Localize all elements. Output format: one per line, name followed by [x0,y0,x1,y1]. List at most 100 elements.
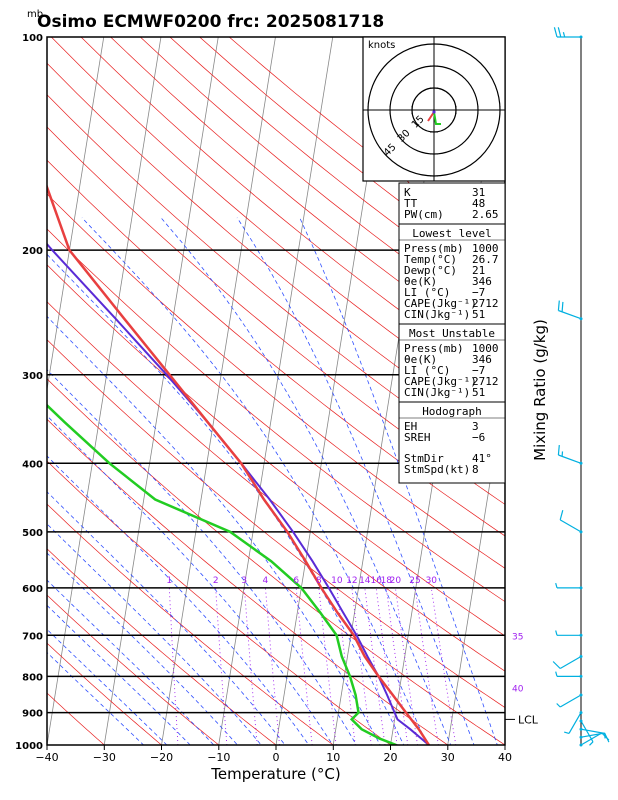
dry-adiabat-line [47,159,505,537]
index-value: 26.7 [472,253,499,266]
barb-base [579,693,583,697]
index-value: 31 [472,186,485,199]
mixing-ratio-label: 8 [316,576,322,586]
index-label: CIN(Jkg⁻¹) [404,386,470,399]
index-value: 51 [472,308,485,321]
parcel-profile [47,242,430,745]
dry-adiabat-line [47,642,163,745]
barb-flag [555,630,558,636]
isotherm-line [47,37,105,392]
barb-base [579,317,583,321]
index-value: 2712 [472,297,499,310]
pressure-tick-label: 600 [22,584,43,595]
moist-adiabat-line [47,369,357,745]
index-value: 21 [472,264,485,277]
moist-adiabat-line [47,523,262,745]
x-tick-label: 0 [273,751,280,764]
pressure-tick-label: 900 [22,709,43,720]
barb-flag [589,741,594,746]
mixing-ratio-line [318,587,337,745]
panel-section-header: Hodograph [422,405,482,418]
mixing-ratio-label: 18 [381,576,393,586]
barb-base [579,711,583,715]
dry-adiabat-line [47,62,505,445]
isotherm-line [161,37,276,745]
barb-flag [559,510,564,521]
x-tick-label: −30 [93,751,116,764]
mixing-ratio-line [430,587,457,745]
index-label: Press(mb) [404,342,464,355]
dry-adiabat-line [47,418,449,745]
dry-adiabat-line [47,264,505,637]
index-label: CIN(Jkg⁻¹) [404,308,470,321]
mixing-ratio-line [385,587,409,745]
mixing-ratio-axis-label: Mixing Ratio (g/kg) [531,319,549,461]
isotherm-line [504,742,505,745]
index-value: −6 [472,431,485,444]
barb-base [579,743,583,747]
pressure-tick-label: 100 [22,33,43,44]
mixing-ratio-label: 16 [370,576,382,586]
barb-base [579,719,583,723]
wind-barb [564,711,583,734]
wind-barb [552,655,583,670]
moist-adiabat-line [81,217,428,745]
profiles [47,183,430,745]
moist-adiabat-line [160,217,452,745]
index-label: CAPE(Jkg⁻¹) [404,375,477,388]
index-label: StmDir [404,452,444,465]
moist-adiabat-line [236,217,475,745]
x-tick-label: −40 [35,751,58,764]
mixing-ratio-line [264,587,280,745]
index-value: −7 [472,286,485,299]
mixing-ratio-label: 12 [346,576,357,586]
hodograph-title: knots [368,40,395,51]
dry-adiabat-line [47,94,505,475]
barb-flag [562,32,566,38]
indices-frame [398,182,506,484]
index-label: Temp(°C) [404,253,457,266]
wind-barb [555,630,583,637]
barb-base [579,35,583,39]
dry-adiabat-line [51,37,505,415]
index-label: LI (°C) [404,286,450,299]
barb-base [579,735,583,739]
barb-flag [604,732,610,743]
index-label: SREH [404,431,431,444]
index-value: 8 [472,463,479,476]
index-value: 48 [472,197,485,210]
theta-e-labels: 35 40 [512,632,524,694]
barb-base [579,530,583,534]
wind-barb [579,727,606,739]
barb-flag [556,703,561,708]
dry-adiabats [47,37,505,745]
dry-adiabat-line [47,548,277,745]
pressure-tick-label: 700 [22,631,43,642]
mixing-ratio-label: 20 [390,576,402,586]
mixing-ratio-line [215,587,228,745]
barb-shaft [559,519,582,533]
x-tick-label: 20 [384,751,398,764]
hodograph-trace-mid [433,111,441,125]
wind-barb [557,445,583,465]
index-value: 1000 [472,342,499,355]
theta-e-label: 40 [512,685,524,695]
isotherm-line [103,37,219,745]
barb-shaft [568,712,582,734]
index-label: Dewp(°C) [404,264,457,277]
wind-barb [579,732,610,743]
barbs [552,27,610,747]
dry-adiabat-line [47,378,505,745]
barb-base [579,633,583,637]
index-label: θe(K) [404,353,437,366]
barb-shaft [580,720,594,743]
barb-base [579,586,583,590]
chart-title: Osimo ECMWF0200 frc: 2025081718 [37,12,384,32]
dewpoint-profile [47,403,397,745]
wind-barb [555,671,583,678]
index-value: 3 [472,420,479,433]
index-value: 41° [472,452,492,465]
